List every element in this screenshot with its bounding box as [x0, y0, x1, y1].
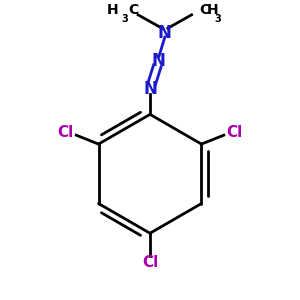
Text: 3: 3: [122, 14, 128, 24]
Text: Cl: Cl: [226, 125, 242, 140]
Text: 3: 3: [215, 14, 221, 24]
Text: H: H: [107, 3, 119, 17]
Text: N: N: [152, 52, 166, 70]
Text: H: H: [207, 3, 219, 17]
Text: C: C: [129, 3, 139, 17]
Text: Cl: Cl: [142, 256, 158, 271]
Text: N: N: [143, 80, 157, 98]
Text: Cl: Cl: [58, 125, 74, 140]
Text: N: N: [158, 24, 172, 42]
Text: C: C: [199, 3, 209, 17]
